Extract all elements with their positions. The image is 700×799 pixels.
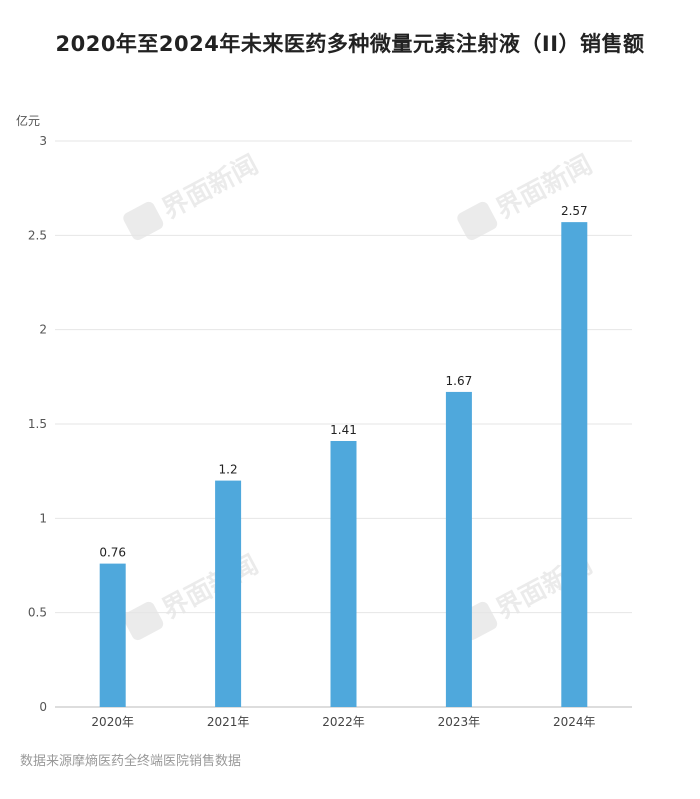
x-tick-label: 2023年: [438, 715, 481, 729]
x-tick-label: 2021年: [207, 715, 250, 729]
y-tick-label: 0: [39, 700, 47, 714]
bar: [99, 563, 126, 707]
x-tick-label: 2024年: [553, 715, 596, 729]
y-tick-label: 1: [39, 511, 47, 525]
bar: [215, 480, 242, 707]
bar: [561, 222, 588, 708]
bar-data-label: 0.76: [99, 546, 126, 560]
bar: [445, 391, 472, 707]
y-tick-label: 1.5: [28, 417, 47, 431]
y-tick-label: 2: [39, 323, 47, 337]
y-axis-unit: 亿元: [16, 114, 41, 128]
x-tick-label: 2020年: [91, 715, 134, 729]
x-tick-label: 2022年: [322, 715, 365, 729]
bar-data-label: 1.67: [446, 374, 473, 388]
y-tick-label: 3: [39, 134, 47, 148]
y-tick-label: 2.5: [28, 228, 47, 242]
bar-data-label: 1.41: [330, 423, 357, 437]
bar-data-label: 2.57: [561, 204, 588, 218]
y-tick-label: 0.5: [28, 606, 47, 620]
bar-data-label: 1.2: [219, 463, 238, 477]
data-source-note: 数据来源摩熵医药全终端医院销售数据: [20, 754, 242, 769]
bar: [330, 440, 357, 707]
chart-title: 2020年至2024年未来医药多种微量元素注射液（II）销售额: [55, 32, 645, 56]
